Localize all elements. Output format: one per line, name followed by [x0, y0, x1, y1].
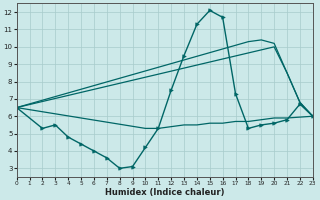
X-axis label: Humidex (Indice chaleur): Humidex (Indice chaleur)	[105, 188, 224, 197]
